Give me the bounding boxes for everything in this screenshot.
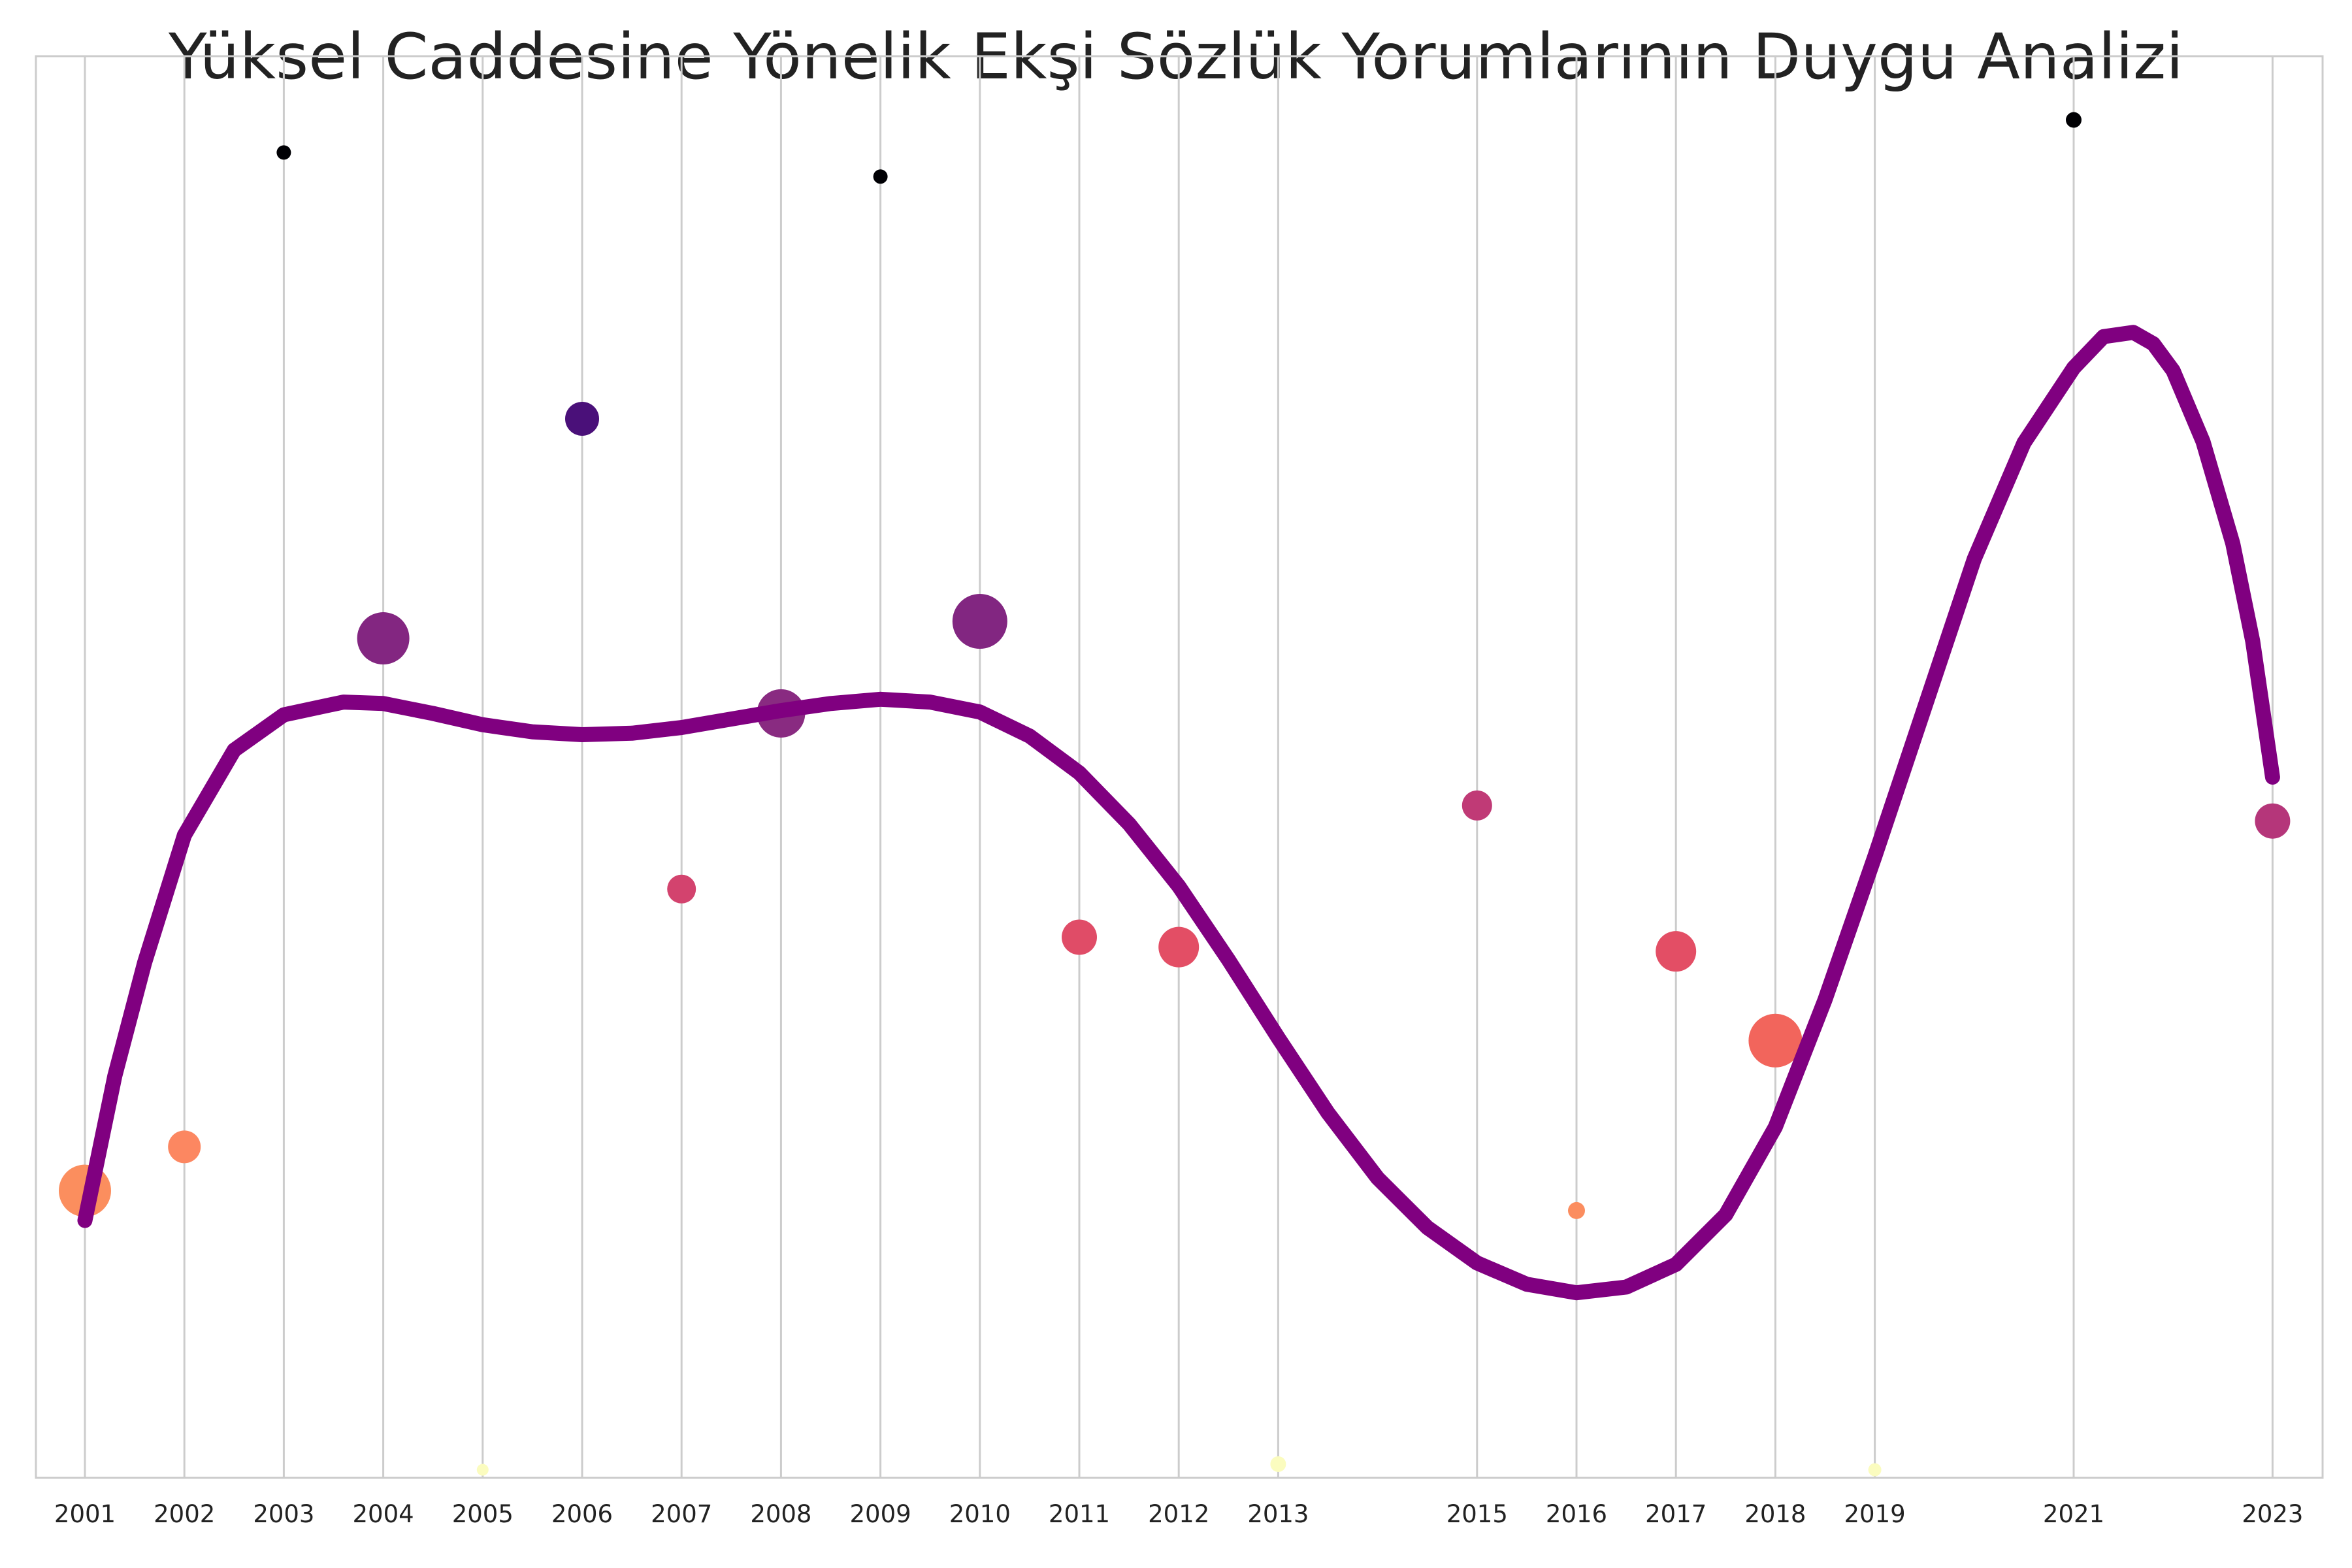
data-point-2012	[1158, 926, 1200, 968]
x-tick-label: 2006	[551, 1500, 613, 1528]
data-point-2019	[1868, 1463, 1882, 1477]
scatter-points	[59, 112, 2291, 1477]
data-point-2021	[2066, 112, 2082, 128]
x-tick-label: 2017	[1645, 1500, 1707, 1528]
data-point-2013	[1270, 1456, 1286, 1472]
x-tick-label: 2021	[2043, 1500, 2104, 1528]
data-point-2015	[1462, 790, 1492, 821]
x-tick-label: 2005	[452, 1500, 514, 1528]
x-tick-labels: 2001 2002 2003 2004 2005 2006 2007 2008 2009 2010…	[54, 1500, 2304, 1528]
data-point-2007	[667, 874, 696, 904]
data-point-2003	[276, 145, 291, 160]
plot-frame	[35, 55, 2324, 1479]
x-tick-label: 2011	[1049, 1500, 1110, 1528]
data-point-2005	[476, 1463, 489, 1476]
data-point-2017	[1656, 931, 1697, 972]
data-point-2004	[357, 612, 410, 665]
x-tick-label: 2002	[154, 1500, 215, 1528]
data-point-2011	[1062, 919, 1097, 955]
data-point-2018	[1748, 1013, 1803, 1068]
x-tick-label: 2003	[253, 1500, 314, 1528]
x-tick-label: 2019	[1844, 1500, 1906, 1528]
x-tick-label: 2015	[1446, 1500, 1508, 1528]
x-tick-label: 2007	[651, 1500, 712, 1528]
x-tick-label: 2012	[1148, 1500, 1209, 1528]
x-tick-label: 2010	[949, 1500, 1011, 1528]
x-tick-label: 2009	[850, 1500, 911, 1528]
x-tick-label: 2004	[353, 1500, 414, 1528]
x-tick-label: 2023	[2242, 1500, 2303, 1528]
x-tick-label: 2013	[1247, 1500, 1309, 1528]
trend-line	[77, 325, 2280, 1301]
data-point-2023	[2255, 803, 2291, 839]
data-point-2002	[168, 1130, 201, 1164]
data-point-2006	[565, 402, 599, 436]
x-tick-label: 2008	[750, 1500, 811, 1528]
data-point-2009	[873, 169, 888, 184]
x-gridlines	[84, 56, 2274, 1478]
x-tick-label: 2018	[1744, 1500, 1806, 1528]
data-point-2016	[1568, 1201, 1585, 1219]
x-tick-label: 2001	[54, 1500, 116, 1528]
x-tick-label: 2016	[1546, 1500, 1607, 1528]
data-point-2010	[952, 594, 1007, 649]
